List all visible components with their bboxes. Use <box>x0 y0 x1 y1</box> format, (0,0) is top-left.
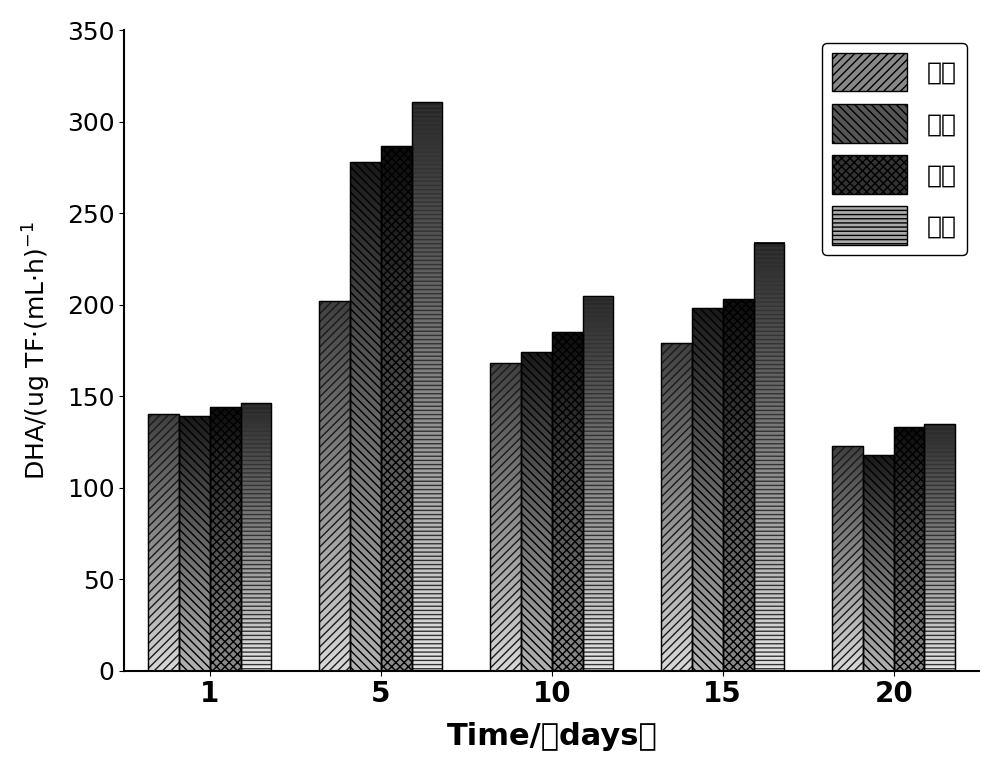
Bar <box>661 343 692 671</box>
Bar <box>381 146 412 671</box>
Bar <box>924 424 955 671</box>
Bar <box>210 407 241 671</box>
Bar <box>319 301 350 671</box>
Bar <box>412 102 442 671</box>
Bar <box>521 352 552 671</box>
Bar <box>241 404 271 671</box>
Bar <box>179 416 210 671</box>
X-axis label: Time/（days）: Time/（days） <box>446 722 657 751</box>
Bar <box>661 343 692 671</box>
Bar <box>210 407 241 671</box>
Bar <box>692 308 723 671</box>
Bar <box>863 455 894 671</box>
Bar <box>692 308 723 671</box>
Bar <box>894 427 924 671</box>
Bar <box>179 416 210 671</box>
Bar <box>490 364 521 671</box>
Bar <box>894 427 924 671</box>
Bar <box>583 296 613 671</box>
Legend: 空白, 例一, 例二, 例三: 空白, 例一, 例二, 例三 <box>822 42 967 255</box>
Bar <box>552 332 583 671</box>
Bar <box>754 242 784 671</box>
Y-axis label: DHA/(ug TF·(mL·h)$^{-1}$: DHA/(ug TF·(mL·h)$^{-1}$ <box>21 221 53 479</box>
Bar <box>148 415 179 671</box>
Bar <box>552 332 583 671</box>
Bar <box>583 296 613 671</box>
Bar <box>521 352 552 671</box>
Bar <box>350 162 381 671</box>
Bar <box>381 146 412 671</box>
Bar <box>723 300 754 671</box>
Bar <box>319 301 350 671</box>
Bar <box>754 242 784 671</box>
Bar <box>148 415 179 671</box>
Bar <box>924 424 955 671</box>
Bar <box>350 162 381 671</box>
Bar <box>490 364 521 671</box>
Bar <box>241 404 271 671</box>
Bar <box>832 445 863 671</box>
Bar <box>863 455 894 671</box>
Bar <box>723 300 754 671</box>
Bar <box>832 445 863 671</box>
Bar <box>412 102 442 671</box>
